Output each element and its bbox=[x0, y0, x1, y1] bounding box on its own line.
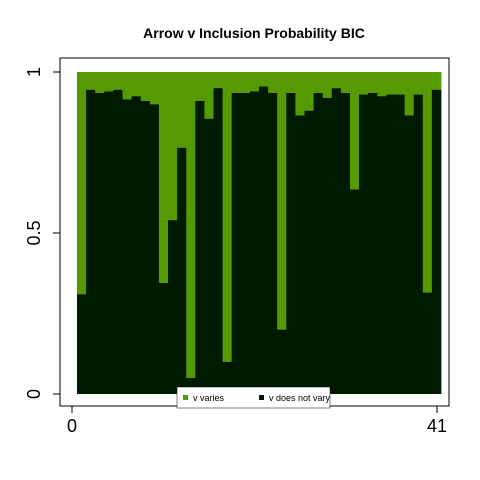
bar-v-does-not-vary bbox=[277, 329, 287, 394]
bar-v-does-not-vary bbox=[122, 99, 132, 395]
bar-v-does-not-vary bbox=[186, 377, 196, 394]
bar-v-does-not-vary bbox=[249, 91, 260, 394]
bar-v-does-not-vary bbox=[313, 92, 324, 395]
bar-v-varies bbox=[122, 72, 132, 100]
bar-v-varies bbox=[395, 72, 405, 95]
bar-v-does-not-vary bbox=[177, 147, 187, 394]
bar-v-varies bbox=[377, 72, 387, 97]
bar-v-varies bbox=[368, 72, 378, 93]
bar-v-varies bbox=[213, 72, 223, 89]
bar-v-varies bbox=[259, 72, 269, 87]
legend-label: v does not vary bbox=[269, 393, 331, 403]
bar-v-does-not-vary bbox=[168, 220, 178, 394]
bar-v-does-not-vary bbox=[259, 86, 269, 395]
legend: v varies v does not vary bbox=[176, 386, 331, 409]
bar-v-does-not-vary bbox=[331, 88, 342, 394]
bars-group bbox=[77, 72, 442, 395]
bar-v-varies bbox=[168, 72, 178, 221]
bar-v-does-not-vary bbox=[268, 92, 278, 395]
bar-v-does-not-vary bbox=[104, 91, 114, 394]
bar-v-varies bbox=[249, 72, 260, 92]
y-tick-label: 0 bbox=[24, 389, 44, 399]
bar-v-does-not-vary bbox=[131, 96, 142, 395]
bar-v-does-not-vary bbox=[149, 104, 160, 394]
bar-v-varies bbox=[268, 72, 278, 93]
bar-v-does-not-vary bbox=[368, 92, 378, 395]
bar-v-does-not-vary bbox=[422, 292, 433, 394]
bar-v-varies bbox=[95, 72, 105, 93]
bar-v-varies bbox=[158, 72, 169, 283]
bar-v-does-not-vary bbox=[95, 92, 105, 395]
y-tick-label: 1 bbox=[24, 67, 44, 77]
bar-v-varies bbox=[313, 72, 324, 93]
legend-box bbox=[176, 386, 331, 409]
bar-v-varies bbox=[86, 72, 96, 90]
bar-v-does-not-vary bbox=[404, 115, 415, 394]
bar-v-varies bbox=[277, 72, 287, 330]
bar-v-varies bbox=[149, 72, 160, 105]
bar-v-does-not-vary bbox=[213, 88, 223, 394]
bar-v-does-not-vary bbox=[350, 189, 360, 394]
bar-v-does-not-vary bbox=[286, 92, 296, 395]
bar-v-does-not-vary bbox=[204, 118, 214, 394]
bar-v-does-not-vary bbox=[377, 96, 387, 395]
bar-v-varies bbox=[286, 72, 296, 93]
bar-v-varies bbox=[177, 72, 187, 148]
bar-v-varies bbox=[350, 72, 360, 190]
bar-v-varies bbox=[186, 72, 196, 378]
x-tick-label: 41 bbox=[427, 416, 447, 436]
axes-group: 0 0.5 1 0 41 bbox=[24, 67, 447, 436]
bar-v-varies bbox=[222, 72, 233, 362]
bar-v-varies bbox=[386, 72, 396, 95]
legend-label: v varies bbox=[193, 393, 225, 403]
bar-v-varies bbox=[240, 72, 251, 93]
bar-v-does-not-vary bbox=[304, 110, 314, 394]
bar-v-varies bbox=[413, 72, 424, 95]
bar-v-does-not-vary bbox=[222, 361, 233, 394]
bar-v-does-not-vary bbox=[395, 94, 405, 394]
bar-v-varies bbox=[340, 72, 351, 93]
bar-v-does-not-vary bbox=[322, 97, 333, 394]
bar-v-does-not-vary bbox=[158, 282, 169, 394]
x-tick-label: 0 bbox=[67, 416, 77, 436]
bar-v-does-not-vary bbox=[77, 294, 87, 394]
bar-v-varies bbox=[404, 72, 415, 116]
bar-v-does-not-vary bbox=[231, 92, 242, 395]
chart-title: Arrow v Inclusion Probability BIC bbox=[143, 25, 365, 41]
bar-v-varies bbox=[140, 72, 151, 101]
bar-v-does-not-vary bbox=[359, 94, 369, 394]
bar-v-varies bbox=[104, 72, 114, 92]
bar-v-does-not-vary bbox=[413, 94, 424, 394]
legend-swatch bbox=[183, 395, 188, 400]
bar-v-varies bbox=[295, 72, 305, 116]
legend-swatch bbox=[259, 395, 264, 400]
bar-v-does-not-vary bbox=[86, 89, 96, 395]
bar-v-varies bbox=[322, 72, 333, 98]
bar-v-does-not-vary bbox=[240, 92, 251, 395]
bar-v-varies bbox=[231, 72, 242, 93]
y-tick-label: 0.5 bbox=[24, 220, 44, 245]
bar-v-varies bbox=[113, 72, 123, 90]
bar-v-varies bbox=[77, 72, 87, 295]
bar-v-does-not-vary bbox=[195, 100, 205, 394]
bar-v-does-not-vary bbox=[340, 92, 351, 395]
bar-v-varies bbox=[431, 72, 442, 90]
bar-v-varies bbox=[359, 72, 369, 95]
bar-v-varies bbox=[204, 72, 214, 119]
bar-v-does-not-vary bbox=[295, 115, 305, 394]
bar-v-does-not-vary bbox=[113, 89, 123, 395]
bar-v-does-not-vary bbox=[431, 89, 442, 395]
bar-v-varies bbox=[422, 72, 433, 293]
bar-v-varies bbox=[331, 72, 342, 89]
bar-v-does-not-vary bbox=[140, 100, 151, 394]
bar-v-varies bbox=[131, 72, 142, 97]
bar-v-varies bbox=[304, 72, 314, 111]
bar-v-varies bbox=[195, 72, 205, 101]
bar-v-does-not-vary bbox=[386, 94, 396, 394]
